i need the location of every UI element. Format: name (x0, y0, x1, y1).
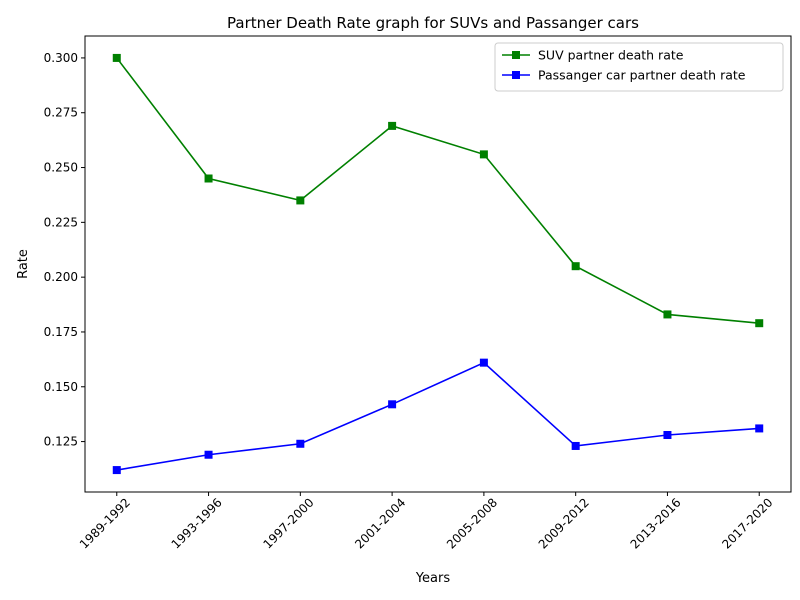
legend-marker-swatch (512, 71, 520, 79)
y-axis-label: Rate (16, 249, 31, 279)
series-line (116, 57, 760, 324)
x-tick-label: 1993-1996 (169, 495, 225, 551)
chart-title: Partner Death Rate graph for SUVs and Pa… (227, 14, 639, 32)
legend-label: SUV partner death rate (538, 48, 684, 63)
series-point-marker (571, 441, 580, 450)
series-point-marker (204, 450, 213, 459)
x-tick-label: 2013-2016 (628, 495, 684, 551)
x-axis-label: Years (415, 571, 451, 586)
x-axis: 1989-1992 1993-1996 1997-2000 2001-2004 2005… (77, 492, 775, 552)
y-tick-label: 0.225 (44, 215, 78, 229)
series-point-marker (479, 150, 488, 159)
plot-area-frame (84, 35, 792, 493)
series-point-marker (663, 310, 672, 319)
y-axis: 0.125 0.150 0.175 0.200 0.225 0.250 0.275 0.300 (44, 51, 85, 449)
series-point-marker (755, 319, 764, 328)
series-point-marker (296, 196, 305, 205)
x-tick-label: 2017-2020 (719, 495, 775, 551)
y-tick-label: 0.125 (44, 435, 78, 449)
series-point-marker (571, 262, 580, 271)
x-tick-label: 1997-2000 (260, 495, 316, 551)
x-tick-label: 2009-2012 (536, 495, 592, 551)
series-point-marker (112, 466, 121, 475)
y-tick-label: 0.175 (44, 325, 78, 339)
series-line (116, 361, 760, 471)
series-point-marker (388, 400, 397, 409)
legend-label: Passanger car partner death rate (538, 68, 746, 83)
y-tick-label: 0.275 (44, 106, 78, 120)
legend-box (494, 42, 784, 92)
y-tick-label: 0.150 (44, 380, 78, 394)
y-tick-label: 0.200 (44, 270, 78, 284)
series-point-marker (663, 431, 672, 439)
series-point-marker (755, 424, 764, 433)
legend: SUV partner death rate Passanger car part… (494, 42, 784, 92)
series-layer (112, 53, 764, 475)
y-tick-label: 0.250 (44, 161, 78, 175)
series-point-marker (479, 358, 488, 367)
x-tick-label: 2001-2004 (352, 495, 408, 551)
series-point-marker (112, 53, 121, 62)
series-point-marker (296, 439, 305, 448)
y-tick-label: 0.300 (44, 51, 78, 65)
x-tick-label: 1989-1992 (77, 495, 133, 551)
x-tick-label: 2005-2008 (444, 495, 500, 551)
series-point-marker (204, 174, 213, 183)
series-point-marker (388, 121, 397, 130)
legend-marker-swatch (512, 51, 520, 59)
